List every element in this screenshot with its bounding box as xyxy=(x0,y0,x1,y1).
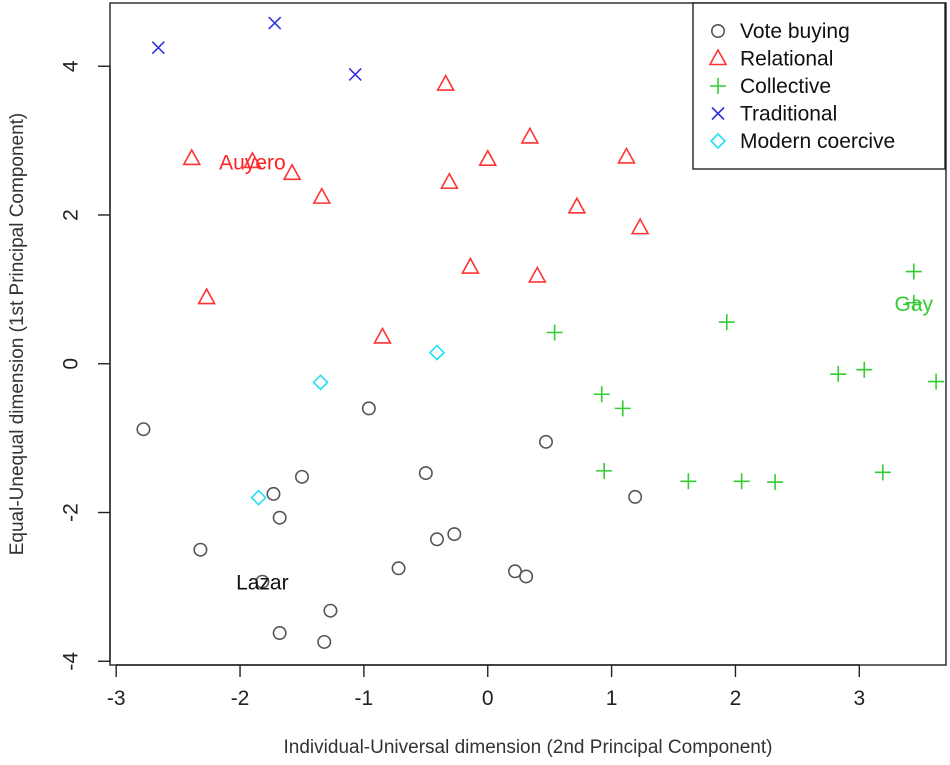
series-vote-buying xyxy=(136,401,643,649)
data-point xyxy=(478,149,498,167)
data-point xyxy=(272,510,287,525)
data-point xyxy=(255,574,270,589)
legend-marker xyxy=(710,78,726,94)
data-point xyxy=(628,489,643,504)
legend-label: Relational xyxy=(740,48,833,71)
y-tick-label: 4 xyxy=(60,60,83,72)
series-relational xyxy=(182,73,650,344)
y-axis-title: Equal-Unequal dimension (1st Principal C… xyxy=(7,113,28,556)
legend-marker xyxy=(709,132,727,150)
annotations: Auyero Gay Lazar xyxy=(219,151,933,594)
legend: Vote buying Relational Collective Tradition… xyxy=(692,2,946,170)
data-point xyxy=(429,532,444,547)
data-point xyxy=(461,256,480,274)
data-point xyxy=(905,294,922,311)
data-point xyxy=(680,473,697,490)
data-point xyxy=(312,186,332,204)
data-point xyxy=(182,148,202,166)
data-point xyxy=(348,67,362,81)
data-point xyxy=(391,561,406,576)
data-point xyxy=(312,374,329,391)
legend-marker xyxy=(708,48,728,66)
data-point xyxy=(527,265,547,283)
legend-box xyxy=(692,2,946,170)
legend-label: Collective xyxy=(740,75,831,98)
y-tick-label: 2 xyxy=(60,209,83,221)
data-point xyxy=(519,569,534,584)
y-tick-label: 0 xyxy=(60,358,83,370)
x-tick-label: -3 xyxy=(107,687,126,710)
data-point xyxy=(361,401,376,416)
data-point xyxy=(856,361,873,378)
data-point xyxy=(614,400,631,417)
annotation-label: Lazar xyxy=(236,572,289,595)
data-point xyxy=(447,527,462,542)
data-point xyxy=(928,373,945,390)
series-traditional xyxy=(151,16,362,81)
data-point xyxy=(617,146,636,164)
data-point xyxy=(538,434,553,449)
x-tick-label: 0 xyxy=(482,687,494,710)
data-point xyxy=(830,366,847,383)
data-point xyxy=(151,41,165,55)
data-point xyxy=(507,564,522,579)
data-point xyxy=(268,16,282,30)
data-point xyxy=(874,464,891,481)
data-point xyxy=(905,263,922,280)
series-collective xyxy=(546,263,945,491)
x-axis-title: Individual-Universal dimension (2nd Prin… xyxy=(284,737,773,758)
data-point xyxy=(428,344,446,361)
data-point xyxy=(197,287,216,305)
data-point xyxy=(294,469,309,484)
x-tick-label: 1 xyxy=(606,687,618,710)
legend-label: Vote buying xyxy=(740,20,850,43)
data-point xyxy=(567,196,587,214)
y-axis: -4 -2 0 2 4 xyxy=(60,60,111,671)
data-point xyxy=(250,489,267,506)
data-point xyxy=(323,603,338,618)
x-tick-label: 3 xyxy=(853,687,865,710)
x-tick-label: 2 xyxy=(730,687,742,710)
y-tick-label: -2 xyxy=(60,503,83,522)
data-point xyxy=(272,626,287,641)
annotation-label: Gay xyxy=(895,293,934,316)
data-point xyxy=(546,324,563,341)
data-point xyxy=(136,422,151,437)
data-point xyxy=(436,73,455,91)
data-point xyxy=(718,314,735,331)
data-point xyxy=(282,163,302,181)
data-point xyxy=(520,126,540,144)
data-point xyxy=(373,326,392,344)
data-point xyxy=(767,474,784,491)
data-point xyxy=(630,217,650,235)
series-modern-coercive xyxy=(250,344,446,506)
data-point xyxy=(439,172,459,190)
data-points xyxy=(136,16,945,649)
legend-label: Modern coercive xyxy=(740,130,895,153)
legend-marker xyxy=(711,106,725,121)
x-axis: -3 -2 -1 0 1 2 3 xyxy=(107,664,865,710)
data-point xyxy=(243,151,262,169)
annotation-label: Auyero xyxy=(219,151,286,174)
x-tick-label: -2 xyxy=(231,687,250,710)
data-point xyxy=(193,542,208,557)
data-point xyxy=(593,386,610,403)
legend-marker xyxy=(710,23,725,38)
legend-label: Traditional xyxy=(740,103,837,126)
data-point xyxy=(418,466,433,481)
data-point xyxy=(596,462,613,479)
x-tick-label: -1 xyxy=(355,687,374,710)
data-point xyxy=(317,634,332,649)
data-point xyxy=(266,486,281,501)
y-tick-label: -4 xyxy=(60,652,83,671)
data-point xyxy=(733,473,750,490)
